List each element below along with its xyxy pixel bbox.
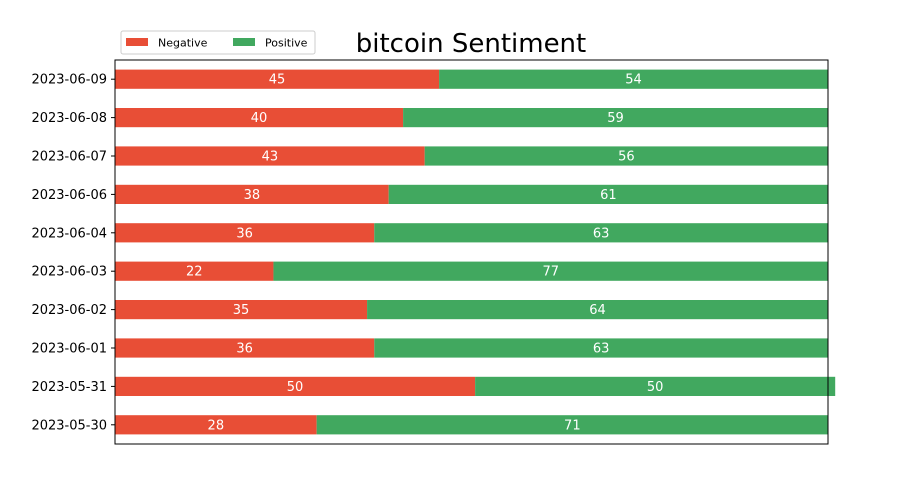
bar-label-positive-2023-06-02: 64: [589, 303, 606, 318]
bar-positive-2023-06-04: [374, 223, 828, 243]
y-tick-label-2023-06-08: 2023-06-08: [31, 111, 107, 126]
plot-area-frame: [114, 59, 829, 445]
bar-label-positive-2023-06-04: 63: [593, 226, 610, 241]
y-tick-label-2023-05-31: 2023-05-31: [31, 380, 107, 395]
y-tick-label-2023-06-03: 2023-06-03: [31, 265, 107, 280]
y-tick-label-2023-06-04: 2023-06-04: [31, 226, 107, 241]
bar-label-positive-2023-06-08: 59: [607, 111, 624, 126]
bar-negative-2023-06-01: [115, 338, 375, 358]
y-tick-label-2023-06-06: 2023-06-06: [31, 188, 107, 203]
bar-negative-2023-05-31: [115, 376, 476, 396]
y-tick-label-2023-06-09: 2023-06-09: [31, 73, 107, 88]
bar-label-negative-2023-06-06: 38: [244, 188, 261, 203]
bar-label-positive-2023-06-07: 56: [618, 150, 635, 165]
bar-positive-2023-06-06: [388, 184, 828, 204]
legend-box: [120, 30, 316, 55]
bar-label-positive-2023-05-31: 50: [647, 380, 664, 395]
bar-positive-2023-06-02: [367, 300, 828, 320]
y-tick-label-2023-06-02: 2023-06-02: [31, 303, 107, 318]
bar-positive-2023-06-01: [374, 338, 828, 358]
y-tick-label-2023-05-30: 2023-05-30: [31, 418, 107, 433]
bar-negative-2023-06-07: [115, 146, 425, 166]
bars-layer: [115, 69, 836, 435]
bar-negative-2023-06-09: [115, 69, 440, 89]
bar-negative-2023-06-03: [115, 261, 274, 281]
bar-label-negative-2023-06-08: 40: [251, 111, 268, 126]
bar-negative-2023-05-30: [115, 415, 317, 435]
bar-positive-2023-06-08: [403, 108, 828, 128]
legend-label-positive: Positive: [265, 37, 308, 50]
legend-label-negative: Negative: [158, 37, 208, 50]
y-axis: 2023-05-30 2023-05-31 2023-06-01 2023-06-02…: [31, 73, 115, 433]
bar-label-positive-2023-06-09: 54: [625, 73, 642, 88]
bar-label-negative-2023-06-01: 36: [236, 342, 253, 357]
y-tick-label-2023-06-01: 2023-06-01: [31, 342, 107, 357]
bar-label-positive-2023-06-03: 77: [542, 265, 559, 280]
bar-negative-2023-06-08: [115, 108, 404, 128]
bar-label-positive-2023-06-06: 61: [600, 188, 617, 203]
bar-label-negative-2023-06-03: 22: [186, 265, 203, 280]
bar-positive-2023-05-30: [316, 415, 828, 435]
bar-negative-2023-06-02: [115, 300, 368, 320]
bar-positive-2023-06-07: [424, 146, 828, 166]
bar-positive-2023-05-31: [475, 376, 836, 396]
bar-label-positive-2023-06-01: 63: [593, 342, 610, 357]
bar-label-negative-2023-05-31: 50: [287, 380, 304, 395]
bar-label-negative-2023-05-30: 28: [208, 418, 225, 433]
bar-label-negative-2023-06-02: 35: [233, 303, 250, 318]
bar-negative-2023-06-04: [115, 223, 375, 243]
bar-positive-2023-06-03: [273, 261, 828, 281]
legend-swatch-positive: [233, 38, 255, 46]
legend: Negative Positive: [120, 30, 316, 55]
bar-label-negative-2023-06-09: 45: [269, 73, 286, 88]
bar-label-negative-2023-06-07: 43: [262, 150, 279, 165]
y-tick-label-2023-06-07: 2023-06-07: [31, 150, 107, 165]
legend-swatch-negative: [126, 38, 148, 46]
bar-negative-2023-06-06: [115, 184, 389, 204]
bar-label-negative-2023-06-04: 36: [236, 226, 253, 241]
chart-title: bitcoin Sentiment: [356, 29, 586, 59]
bar-label-positive-2023-05-30: 71: [564, 418, 581, 433]
bar-positive-2023-06-09: [439, 69, 828, 89]
bar-labels-layer: 28 71 50 50 36 63 35 64 22 77 36 63 38 61 43 56 40 59 45 54: [186, 73, 663, 434]
